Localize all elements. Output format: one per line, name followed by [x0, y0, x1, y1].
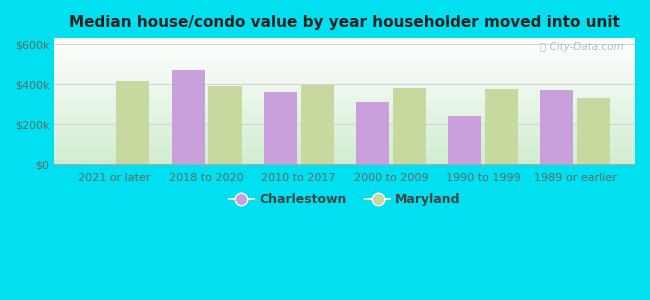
Bar [172, 70, 205, 164]
Bar [393, 88, 426, 164]
Bar [448, 116, 481, 164]
Bar [577, 98, 610, 164]
Title: Median house/condo value by year householder moved into unit: Median house/condo value by year househo… [70, 15, 620, 30]
Bar [209, 86, 242, 164]
Bar [356, 102, 389, 164]
Legend: Charlestown, Maryland: Charlestown, Maryland [224, 188, 465, 211]
Bar [264, 92, 297, 164]
Bar [485, 89, 518, 164]
Bar [116, 81, 150, 164]
Text: ⓘ City-Data.com: ⓘ City-Data.com [540, 42, 623, 52]
Bar [300, 85, 333, 164]
Bar [540, 90, 573, 164]
